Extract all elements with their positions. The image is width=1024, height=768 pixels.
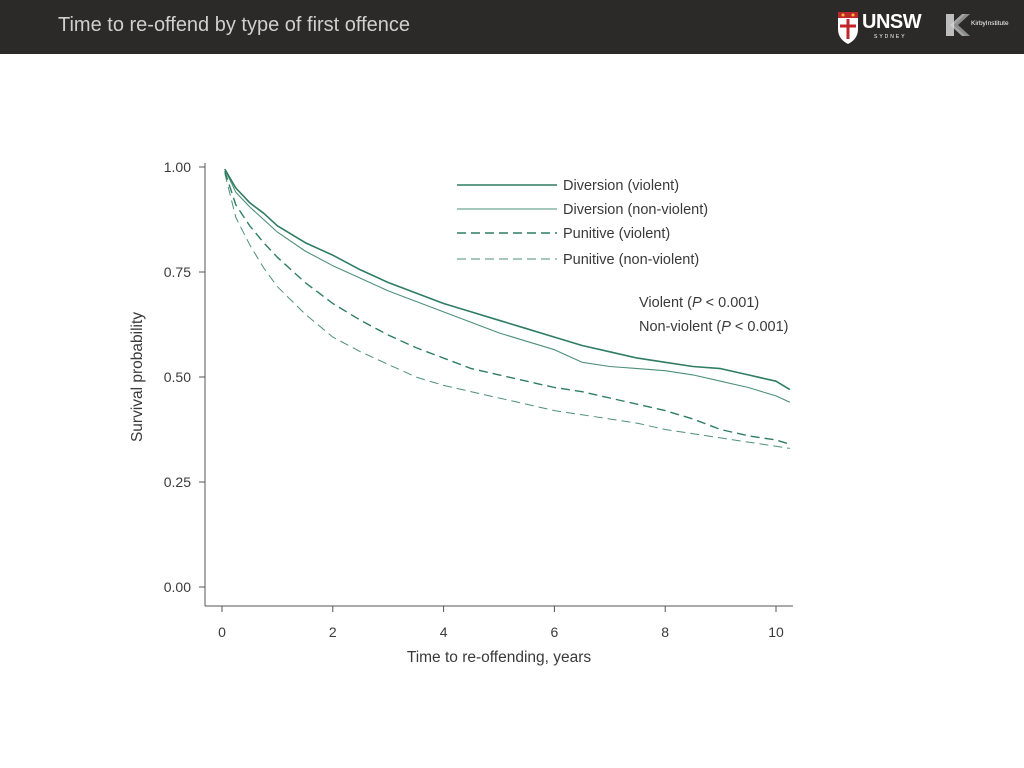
series-line-3 (224, 170, 791, 445)
kirby-wordmark: KirbyInstitute (971, 20, 1009, 27)
x-tick-label: 6 (551, 624, 559, 640)
series-line-2 (224, 168, 791, 403)
y-tick-label: 0.00 (164, 579, 191, 595)
y-tick-label: 1.00 (164, 159, 191, 175)
x-tick-label: 4 (440, 624, 448, 640)
legend-label-3: Punitive (violent) (563, 226, 670, 242)
y-tick-label: 0.50 (164, 369, 191, 385)
y-tick-label: 0.75 (164, 264, 191, 280)
survival-chart: 0.00 0.25 0.50 0.75 1.00 0 2 4 6 8 10 Time to re-of… (110, 140, 830, 680)
p-value-annotation-1: Violent (P < 0.001) (639, 295, 759, 311)
series-line-1 (224, 168, 791, 391)
unsw-wordmark: UNSW (862, 11, 922, 33)
kirby-k-icon (946, 14, 970, 36)
legend-label-1: Diversion (violent) (563, 178, 679, 194)
slide-header: Time to re-offend by type of first offen… (0, 0, 1024, 54)
kirby-logo: KirbyInstitute (944, 10, 1014, 42)
chart-svg: 0.00 0.25 0.50 0.75 1.00 0 2 4 6 8 10 Time to re-of… (129, 159, 793, 666)
p-value-annotation-2: Non-violent (P < 0.001) (639, 319, 789, 335)
series-line-4 (224, 173, 790, 449)
x-tick-label: 0 (218, 624, 226, 640)
unsw-logo: UNSW SYDNEY (834, 8, 924, 48)
legend-label-2: Diversion (non-violent) (563, 202, 708, 218)
x-tick-label: 10 (768, 624, 784, 640)
y-tick-label: 0.25 (164, 474, 191, 490)
legend-label-4: Punitive (non-violent) (563, 252, 699, 268)
unsw-crest-icon (838, 12, 858, 44)
y-axis-label: Survival probability (129, 312, 146, 442)
unsw-subtitle: SYDNEY (874, 34, 907, 40)
x-tick-label: 2 (329, 624, 337, 640)
x-axis-label: Time to re-offending, years (407, 649, 592, 666)
x-tick-label: 8 (661, 624, 669, 640)
slide-title: Time to re-offend by type of first offen… (58, 14, 411, 36)
